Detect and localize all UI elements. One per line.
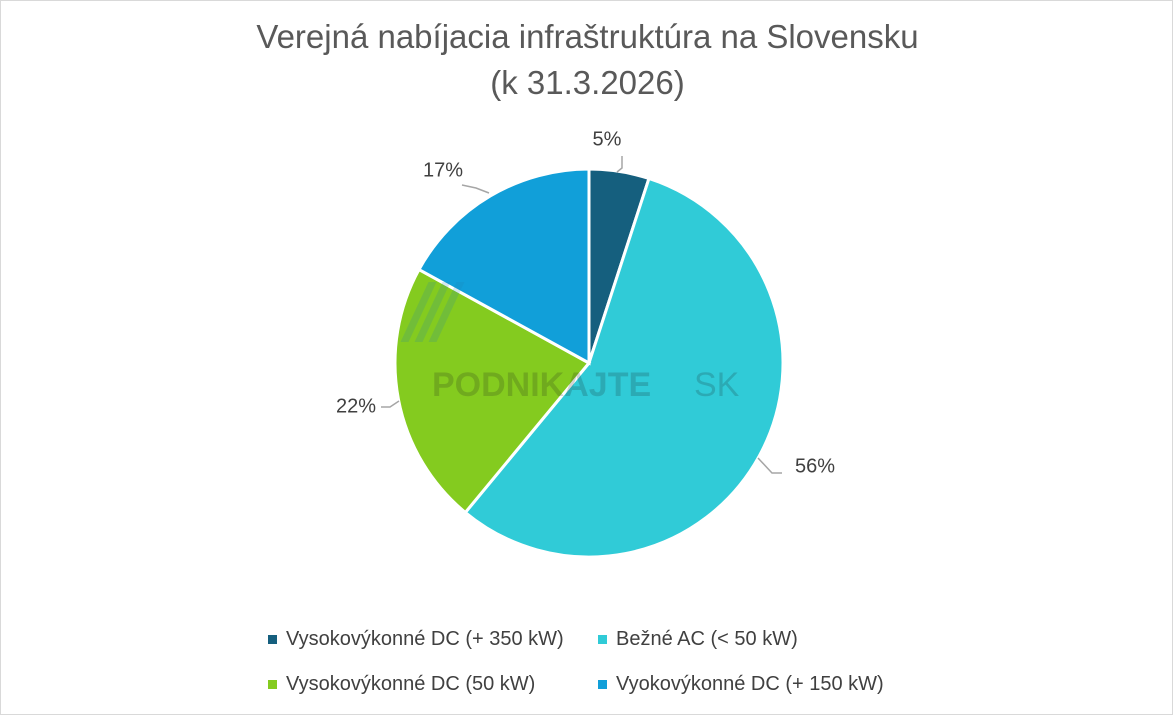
watermark-text-light: SK (694, 366, 740, 404)
legend-label: Vyokovýkonné DC (+ 150 kW) (616, 673, 884, 695)
chart-title: Verejná nabíjacia infraštruktúra na Slov… (256, 18, 919, 55)
leader-line (461, 184, 490, 194)
watermark-stripe (414, 282, 451, 342)
data-label: 22% (336, 395, 376, 417)
legend-label: Vysokovýkonné DC (+ 350 kW) (286, 628, 564, 650)
pie-slice (416, 167, 591, 366)
chart-subtitle: (k 31.3.2026) (490, 64, 685, 101)
data-labels: 5% 56% 22% 17% (336, 128, 835, 477)
data-label: 5% (593, 128, 622, 150)
legend-label: Vysokovýkonné DC (50 kW) (286, 673, 536, 695)
data-label: 17% (423, 159, 463, 181)
watermark-logo: PODNIKAJTE SK (400, 282, 740, 404)
leader-lines (381, 156, 782, 474)
leader-line (616, 156, 623, 173)
pie-slice (463, 176, 785, 559)
legend-item: Vyokovýkonné DC (+ 150 kW) (598, 673, 884, 696)
legend-swatch (598, 635, 607, 644)
legend-swatch (598, 680, 607, 689)
watermark-text-bold: PODNIKAJTE (432, 366, 651, 404)
pie-slices (393, 167, 785, 559)
leader-line (757, 457, 782, 474)
legend-label: Bežné AC (< 50 kW) (616, 628, 798, 650)
legend-item: Vysokovýkonné DC (+ 350 kW) (268, 628, 564, 651)
pie-slice (393, 267, 592, 515)
legend-item: Vysokovýkonné DC (50 kW) (268, 673, 535, 696)
legend-item: Bežné AC (< 50 kW) (598, 628, 798, 651)
data-label: 56% (795, 455, 835, 477)
watermark-stripe (400, 282, 437, 342)
leader-line (381, 400, 400, 408)
watermark-stripe (428, 282, 465, 342)
legend-swatch (268, 680, 277, 689)
legend-swatch (268, 635, 277, 644)
